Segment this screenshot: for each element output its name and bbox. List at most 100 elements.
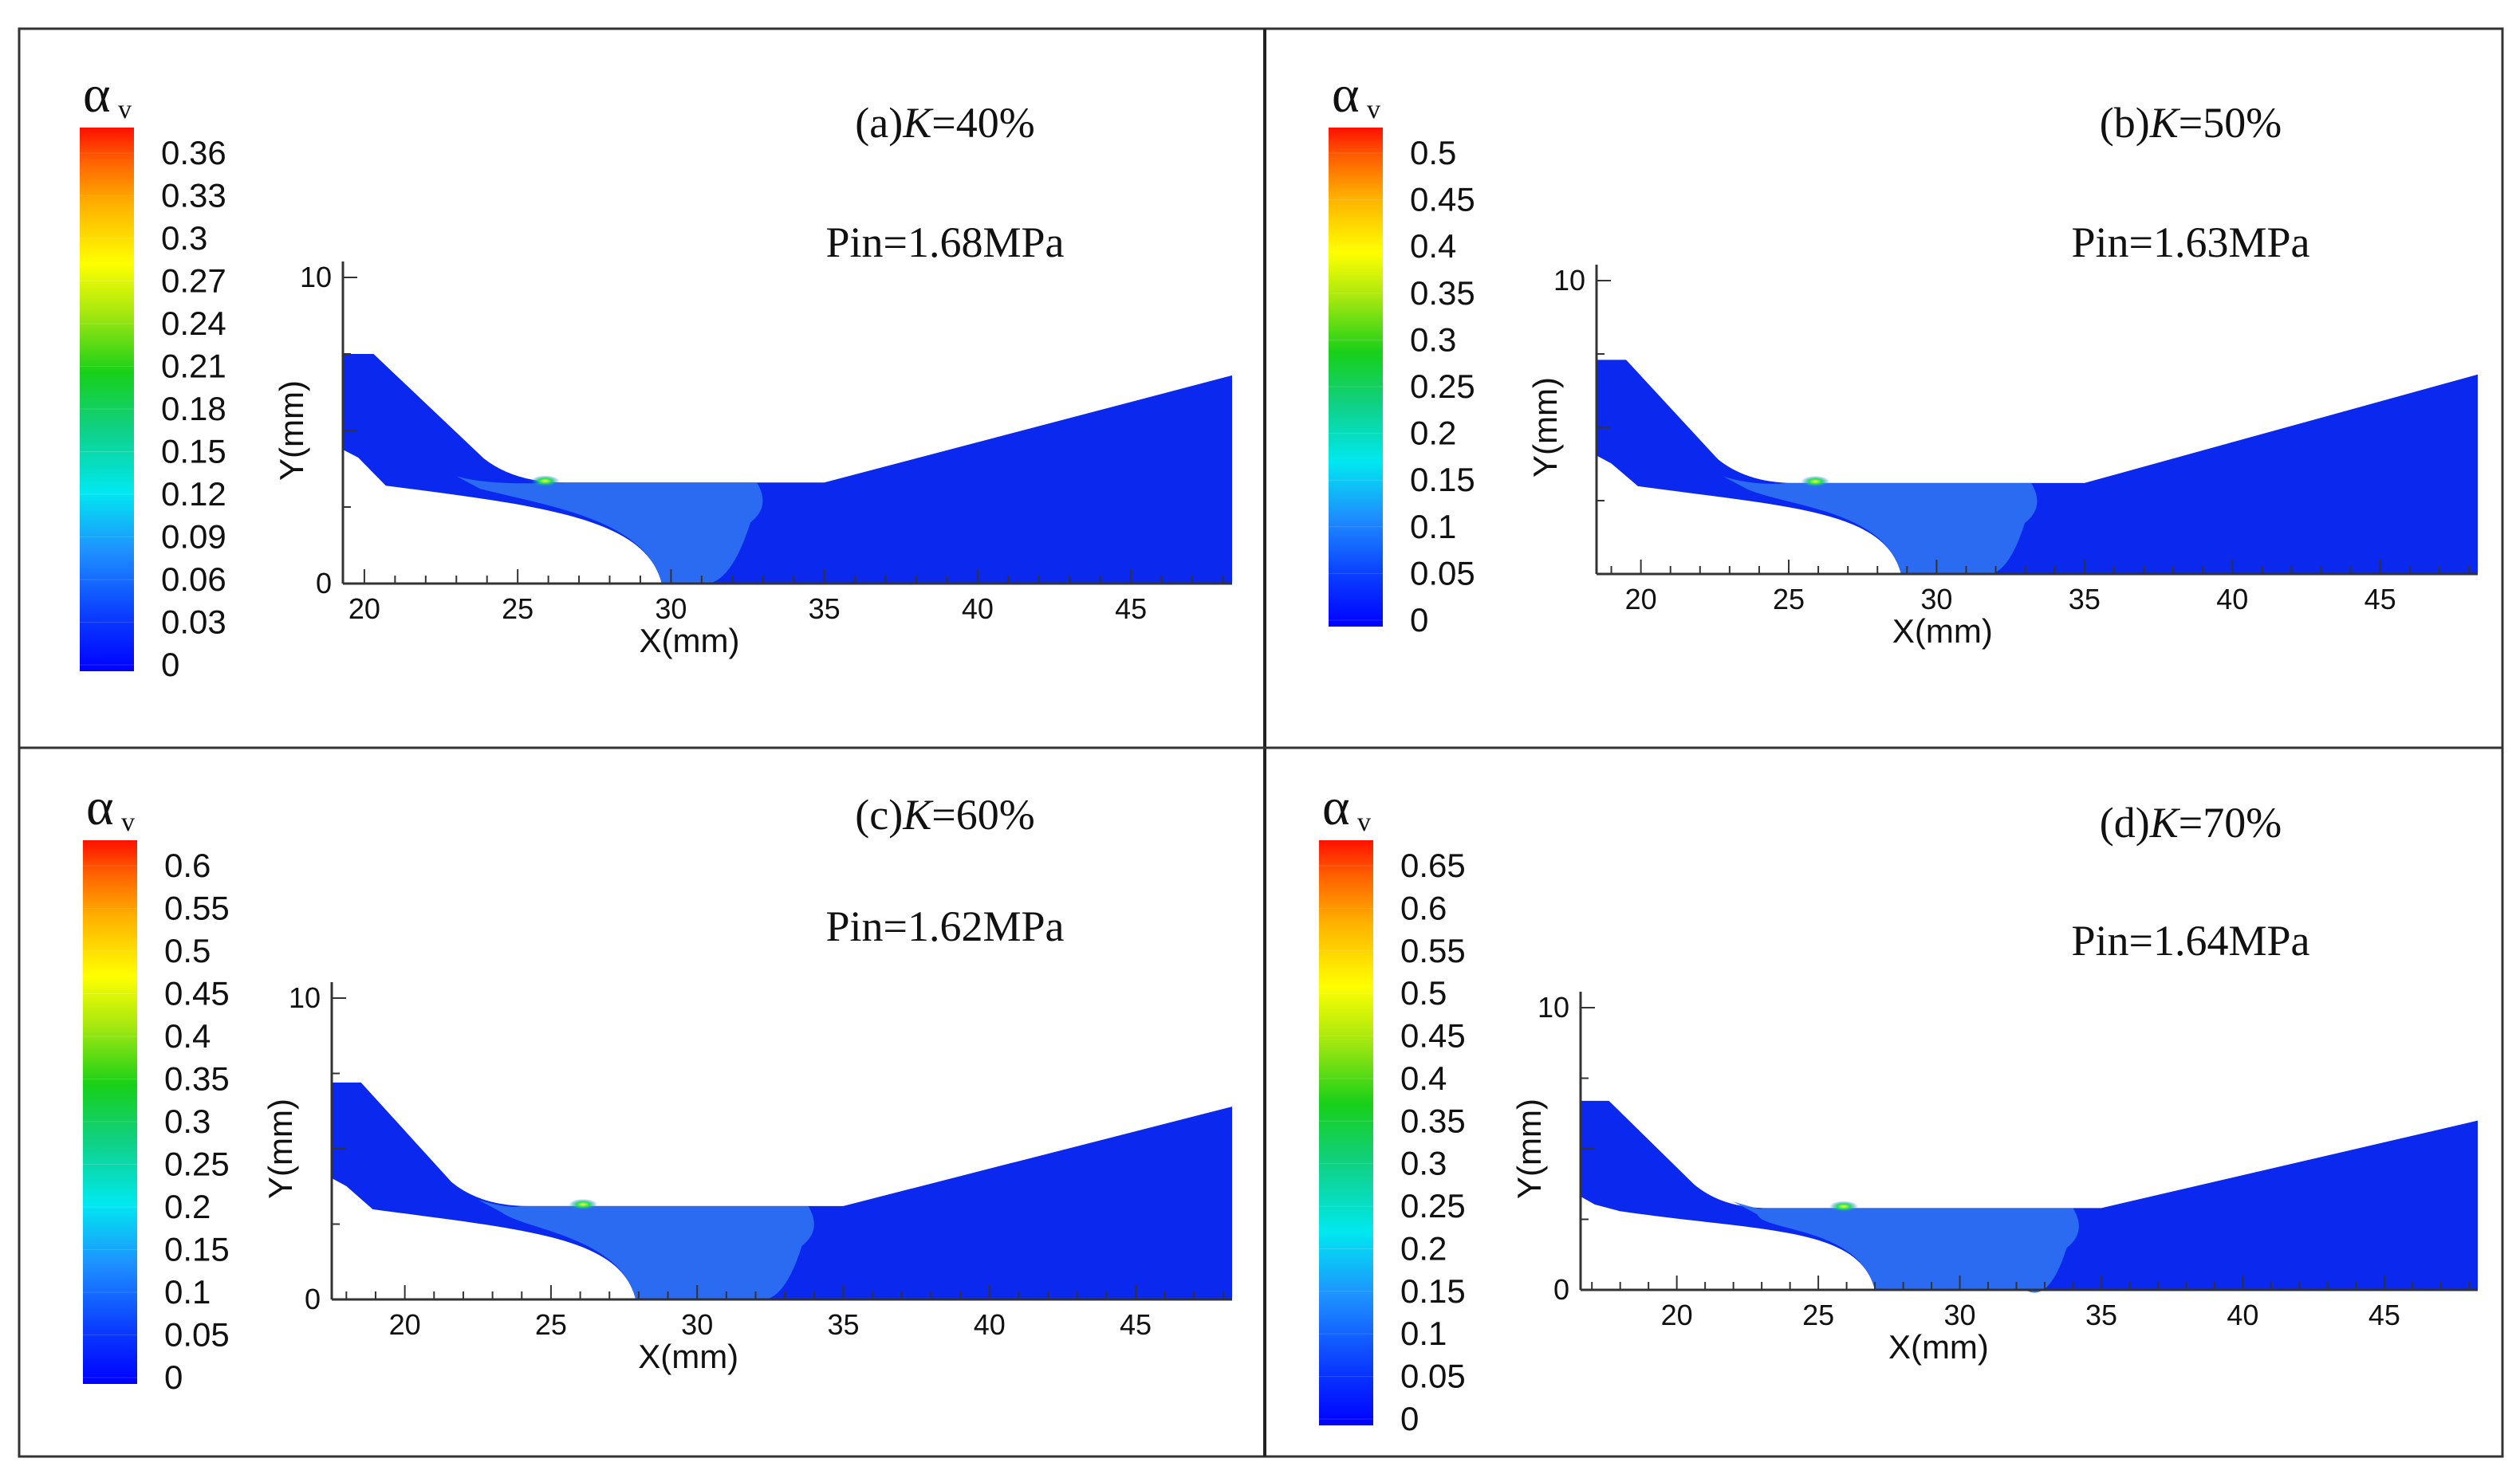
colorbar-tick-label: 0.15 xyxy=(1400,1272,1466,1310)
colorbar-tick-label: 0.55 xyxy=(1400,932,1466,969)
x-axis-label: X(mm) xyxy=(1888,1328,1989,1366)
cavitation-cloud xyxy=(1733,1201,2079,1293)
colorbar-tick-label: 0.4 xyxy=(1400,1059,1447,1097)
colorbar-tick-label: 0.5 xyxy=(1400,974,1447,1012)
x-tick-label: 25 xyxy=(1773,583,1805,615)
x-tick-label: 25 xyxy=(535,1308,567,1341)
x-tick-label: 30 xyxy=(681,1308,713,1341)
colorbar-tick-label: 0.45 xyxy=(1410,181,1475,218)
colorbar-tick-label: 0.09 xyxy=(161,518,226,556)
x-axis-label: X(mm) xyxy=(639,622,739,659)
fluid-domain xyxy=(343,354,1232,584)
colorbar-tick-label: 0.35 xyxy=(1400,1102,1466,1139)
fluid-domain xyxy=(1597,360,2478,574)
colorbar-tick-label: 0.55 xyxy=(164,890,230,927)
colorbar xyxy=(1319,840,1373,1425)
x-axis-label: X(mm) xyxy=(638,1338,738,1375)
colorbar-symbol: α xyxy=(1322,778,1350,836)
inlet-pressure: Pin=1.63MPa xyxy=(2071,218,2309,266)
colorbar-tick-label: 0.36 xyxy=(161,134,226,171)
panel-title: (a)K=40% xyxy=(855,99,1034,147)
x-tick-label: 40 xyxy=(962,592,994,625)
figure-frame xyxy=(18,27,2504,1458)
colorbar-tick-label: 0.33 xyxy=(161,177,226,214)
inlet-pressure: Pin=1.62MPa xyxy=(825,902,1064,950)
panel-title-var: K xyxy=(2149,799,2181,847)
colorbar-tick-label: 0.65 xyxy=(1400,847,1466,884)
y-axis-label: Y(mm) xyxy=(262,1099,299,1199)
cavitation-cloud xyxy=(1723,476,2038,575)
colorbar-tick-label: 0.6 xyxy=(164,847,211,884)
colorbar-tick-label: 0.05 xyxy=(1410,554,1475,592)
x-tick-label: 35 xyxy=(2085,1299,2117,1331)
x-tick-label: 20 xyxy=(348,592,380,625)
panel-title-var: K xyxy=(2149,99,2181,147)
colorbar-tick-label: 0.6 xyxy=(1400,889,1447,926)
colorbar-tick-label: 0.1 xyxy=(164,1273,211,1311)
x-tick-label: 30 xyxy=(1920,583,1952,615)
colorbar-symbol: α xyxy=(1332,65,1360,124)
panel-title-var: K xyxy=(902,99,934,147)
panel-title: (d)K=70% xyxy=(2100,799,2282,847)
x-tick-label: 25 xyxy=(502,592,534,625)
x-tick-label: 35 xyxy=(827,1308,859,1341)
inlet-pressure: Pin=1.64MPa xyxy=(2071,917,2309,965)
colorbar xyxy=(80,128,134,671)
panel-title-value: =60% xyxy=(931,791,1034,839)
colorbar-tick-label: 0.2 xyxy=(1400,1229,1447,1267)
colorbar-tick-label: 0.03 xyxy=(161,603,226,641)
colorbar-tick-label: 0.24 xyxy=(161,305,226,342)
colorbar-tick-label: 0.18 xyxy=(161,390,226,427)
colorbar-subscript: v xyxy=(121,808,135,837)
y-tick-label: 10 xyxy=(1553,264,1585,297)
y-tick-label: 0 xyxy=(305,1283,321,1315)
x-tick-label: 45 xyxy=(1120,1308,1152,1341)
fluid-domain xyxy=(1581,1100,2478,1290)
panel-d: α v 0.65 0.6 0.55 0.5 0.45 0.4 0.35 0.3 0.25 0.2 0.1… xyxy=(1319,778,2478,1437)
colorbar-tick-label: 0.2 xyxy=(164,1188,211,1225)
y-axis-label: Y(mm) xyxy=(1510,1099,1548,1199)
y-tick-label: 10 xyxy=(300,261,332,293)
x-tick-label: 20 xyxy=(1661,1299,1693,1331)
panel-a: α v 0.36 0.33 0.3 0.27 0.24 0.21 0.18 0.15 0.12 0.0… xyxy=(80,65,1232,683)
peak-vapor-spot xyxy=(569,1198,598,1210)
colorbar xyxy=(83,840,137,1384)
colorbar-subscript: v xyxy=(1367,95,1380,124)
colorbar-subscript: v xyxy=(118,95,132,124)
peak-vapor-spot xyxy=(1801,475,1830,487)
colorbar-tick-label: 0.15 xyxy=(161,433,226,470)
panel-title-value: =40% xyxy=(931,99,1034,147)
y-axis-label: Y(mm) xyxy=(1526,377,1564,478)
colorbar-tick-label: 0.06 xyxy=(161,560,226,598)
panel-title-value: =70% xyxy=(2179,799,2282,847)
panel-title-prefix: (a) xyxy=(855,99,903,147)
x-tick-label: 40 xyxy=(974,1308,1006,1341)
panel-title-var: K xyxy=(902,791,934,839)
panel-title-prefix: (d) xyxy=(2100,799,2150,847)
colorbar-tick-label: 0.12 xyxy=(161,475,226,513)
fluid-domain xyxy=(332,1082,1232,1299)
colorbar-tick-label: 0.25 xyxy=(1410,368,1475,405)
colorbar-tick-label: 0.45 xyxy=(1400,1017,1466,1055)
x-tick-label: 35 xyxy=(809,592,841,625)
colorbar-tick-label: 0.1 xyxy=(1400,1315,1447,1352)
x-axis-label: X(mm) xyxy=(1892,612,1993,650)
colorbar-tick-label: 0.15 xyxy=(164,1231,230,1268)
colorbar-tick-label: 0.3 xyxy=(161,219,207,257)
colorbar-tick-label: 0.27 xyxy=(161,262,226,300)
x-tick-label: 40 xyxy=(2227,1299,2258,1331)
colorbar-tick-label: 0.21 xyxy=(161,348,226,385)
x-tick-label: 45 xyxy=(1115,592,1147,625)
colorbar-tick-label: 0.4 xyxy=(1410,227,1456,265)
colorbar-tick-label: 0 xyxy=(161,646,179,683)
colorbar-tick-label: 0.3 xyxy=(164,1103,211,1140)
x-tick-label: 20 xyxy=(1625,583,1657,615)
colorbar-tick-label: 0.15 xyxy=(1410,461,1475,498)
y-tick-label: 10 xyxy=(1538,991,1569,1024)
colorbar xyxy=(1329,128,1383,627)
panel-title-value: =50% xyxy=(2179,99,2282,147)
colorbar-tick-label: 0.35 xyxy=(1410,274,1475,312)
panel-title: (b)K=50% xyxy=(2100,99,2282,147)
peak-vapor-spot xyxy=(530,475,560,487)
